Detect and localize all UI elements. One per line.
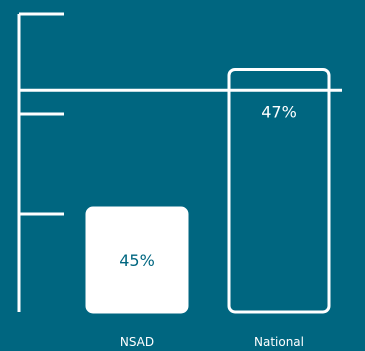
category-label-national: National xyxy=(254,335,304,349)
data-label-nsad: 45% xyxy=(119,251,155,270)
bars xyxy=(85,67,331,314)
bar-nsad xyxy=(85,206,189,314)
data-label-national: 47% xyxy=(261,102,297,121)
labels: 45% NSAD 47% National xyxy=(119,102,304,349)
bar-national xyxy=(227,67,331,314)
y-axis xyxy=(17,12,64,312)
category-label-nsad: NSAD xyxy=(120,335,154,349)
